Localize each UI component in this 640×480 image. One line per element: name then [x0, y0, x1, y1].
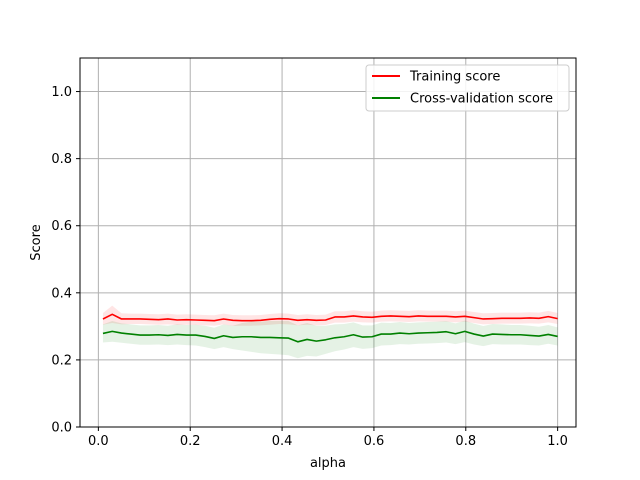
- series-lines: [102, 313, 558, 343]
- y-tick-label: 0.2: [51, 353, 72, 368]
- y-tick-label: 0.0: [51, 421, 72, 436]
- y-tick-label: 0.8: [51, 152, 72, 167]
- x-axis-ticks: 0.0 0.2 0.4 0.6 0.8 1.0: [88, 427, 568, 449]
- legend-label-cross-validation: Cross-validation score: [410, 92, 553, 107]
- legend-label-training: Training score: [409, 70, 500, 85]
- cross-validation-score-line: [102, 330, 558, 343]
- x-tick-label: 0.2: [180, 434, 201, 449]
- y-tick-label: 1.0: [51, 85, 72, 100]
- y-tick-label: 0.4: [51, 286, 72, 301]
- legend-box: [365, 64, 570, 112]
- training-score-line: [102, 313, 558, 322]
- plot-frame: [79, 57, 577, 428]
- x-tick-label: 0.0: [88, 434, 109, 449]
- x-tick-label: 0.4: [272, 434, 293, 449]
- legend: Training score Cross-validation score: [365, 64, 570, 112]
- x-axis-label: alpha: [310, 456, 346, 471]
- y-axis-ticks: 0.0 0.2 0.4 0.6 0.8 1.0: [51, 85, 80, 436]
- grid: [80, 58, 576, 428]
- x-tick-label: 0.6: [364, 434, 385, 449]
- x-tick-label: 0.8: [455, 434, 476, 449]
- y-axis-label: Score: [29, 224, 44, 260]
- x-tick-label: 1.0: [547, 434, 568, 449]
- y-tick-label: 0.6: [51, 219, 72, 234]
